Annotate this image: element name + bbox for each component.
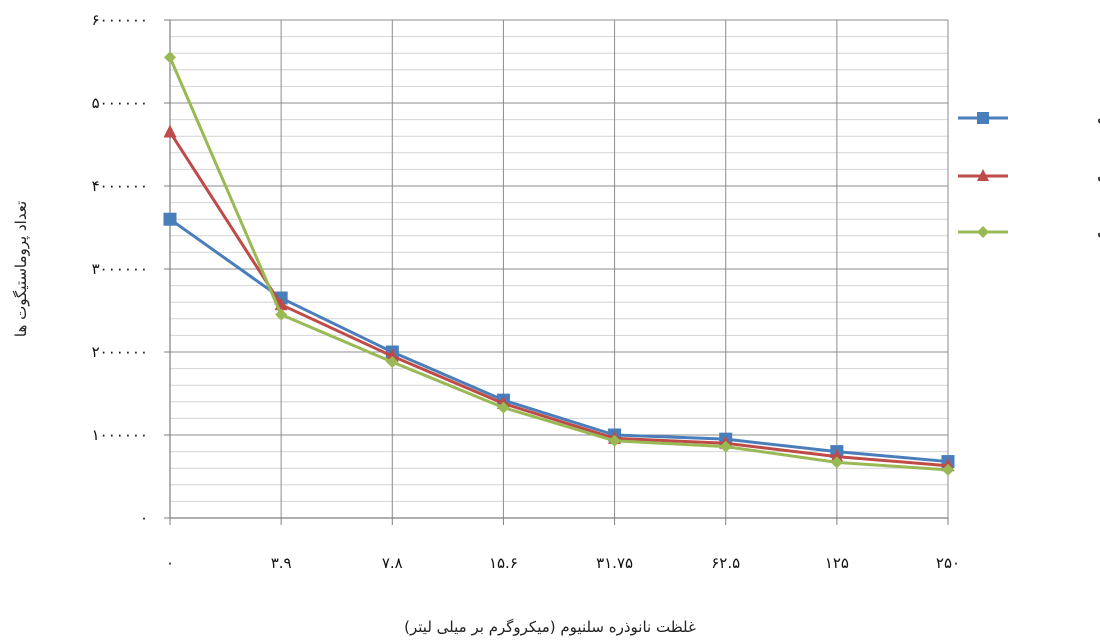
x-tick-label: ۷.۸ (382, 554, 403, 572)
y-tick-label: ۶۰۰۰۰۰۰ (92, 11, 148, 29)
y-axis-title: تعداد پروماستیگوت ها (12, 201, 31, 337)
legend-label: ۴۸ ساعت (1097, 167, 1100, 187)
legend-label: ۷۲ ساعت (1097, 223, 1100, 243)
x-tick-label: ۳۱.۷۵ (596, 554, 633, 572)
legend: ۲۴ ساعت ۴۸ ساعت ۷۲ ساعت (958, 109, 1100, 243)
legend-marker (977, 226, 989, 238)
x-tick-label: ۰ (166, 554, 174, 572)
y-tick-label: ۲۰۰۰۰۰۰ (92, 343, 148, 361)
y-tick-label: ۰ (140, 509, 148, 527)
data-point (163, 124, 177, 138)
x-tick-label: ۳.۹ (271, 554, 292, 572)
data-point (942, 463, 954, 476)
y-tick-label: ۳۰۰۰۰۰۰ (92, 260, 148, 278)
y-tick-label: ۴۰۰۰۰۰۰ (92, 177, 148, 195)
x-tick-label: ۲۵۰ (936, 554, 960, 572)
x-tick-label: ۱۲۵ (825, 554, 849, 572)
axes (164, 19, 949, 525)
legend-marker (977, 169, 989, 181)
data-point (163, 212, 177, 226)
legend-entry-2: ۴۸ ساعت (958, 167, 1100, 187)
legend-entry-1: ۲۴ ساعت (958, 109, 1100, 129)
legend-label: ۲۴ ساعت (1097, 109, 1100, 129)
data-point (164, 51, 176, 64)
y-tick-label: ۱۰۰۰۰۰۰ (92, 426, 148, 444)
legend-entry-3: ۷۲ ساعت (958, 223, 1100, 243)
series-3 (164, 51, 954, 476)
series-line (169, 217, 949, 464)
data-point (497, 401, 510, 414)
y-tick-label: ۵۰۰۰۰۰۰ (92, 94, 148, 112)
data-point (719, 440, 732, 453)
series-line (168, 131, 949, 468)
legend-marker (977, 112, 989, 124)
series-layer (163, 51, 955, 476)
data-point (275, 308, 288, 321)
data-point (830, 449, 844, 463)
data-point (608, 434, 621, 447)
data-point (830, 456, 843, 469)
x-tick-label: ۶۲.۵ (711, 554, 740, 572)
x-tick-label: ۱۵.۶ (489, 554, 518, 572)
data-point (386, 355, 399, 368)
x-axis-title: غلظت نانوذره سلنیوم (میکروگرم بر میلی لی… (404, 618, 696, 636)
tick-labels: ۰ ۱۰۰۰۰۰۰ ۲۰۰۰۰۰۰ ۳۰۰۰۰۰۰ ۴۰۰۰۰۰۰ ۵۰۰۰۰۰۰ ۶۰۰۰… (92, 11, 960, 572)
series-line (168, 56, 949, 472)
data-point (385, 348, 399, 362)
